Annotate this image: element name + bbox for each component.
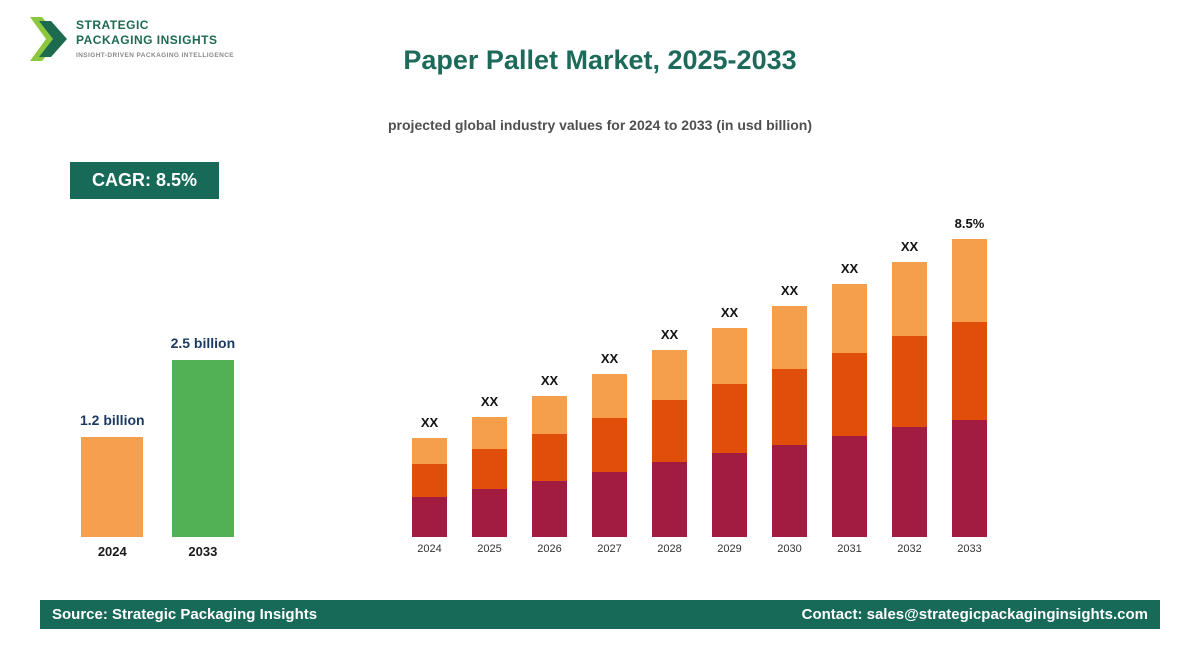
bar-year-label: 2026 <box>537 543 562 555</box>
stacked-bar <box>892 262 927 537</box>
bottom-segment <box>592 472 627 537</box>
bar-value-label: XX <box>600 351 619 366</box>
bar-year-label: 2025 <box>477 543 502 555</box>
stacked-bar <box>712 328 747 537</box>
stacked-bar <box>832 284 867 537</box>
bar-year-label: 2024 <box>417 543 442 555</box>
bar-value-label: XX <box>900 239 919 254</box>
top-segment <box>832 284 867 353</box>
stacked-bar <box>532 396 567 537</box>
stacked-bar <box>412 438 447 537</box>
top-segment <box>892 262 927 336</box>
stacked-bar-column: XX 2024 <box>412 415 447 555</box>
stacked-bar <box>772 306 807 537</box>
stacked-bar-column: XX 2032 <box>892 239 927 555</box>
bar-year-label: 2031 <box>837 543 862 555</box>
stacked-bar-column: XX 2026 <box>532 373 567 555</box>
logo-tagline: INSIGHT-DRIVEN PACKAGING INTELLIGENCE <box>76 52 235 59</box>
bar-value-label: XX <box>420 415 439 430</box>
middle-segment <box>592 418 627 472</box>
stacked-bar-column: XX 2030 <box>772 283 807 555</box>
summary-bar-year-label: 2024 <box>97 544 127 559</box>
bar-value-label: XX <box>720 305 739 320</box>
stacked-bar <box>592 374 627 537</box>
summary-bar-value-label: 1.2 billion <box>80 412 145 428</box>
bottom-segment <box>532 481 567 537</box>
top-segment <box>652 350 687 400</box>
middle-segment <box>652 400 687 462</box>
middle-segment <box>412 464 447 497</box>
summary-bar-column: 2.5 billion 2033 <box>170 335 236 559</box>
top-segment <box>532 396 567 434</box>
bottom-segment <box>772 445 807 537</box>
middle-segment <box>832 353 867 436</box>
summary-bar <box>171 360 234 537</box>
bar-year-label: 2030 <box>777 543 802 555</box>
cagr-badge: CAGR: 8.5% <box>70 162 220 199</box>
bar-year-label: 2033 <box>957 543 982 555</box>
bar-value-label: 8.5% <box>954 216 985 231</box>
top-segment <box>412 438 447 464</box>
stacked-bar-column: XX 2025 <box>472 394 507 555</box>
stacked-bar-column: XX 2027 <box>592 351 627 555</box>
logo-name-line2: PACKAGING INSIGHTS <box>76 33 218 47</box>
top-segment <box>472 417 507 449</box>
bottom-segment <box>712 453 747 537</box>
footer-bar: Source: Strategic Packaging Insights Con… <box>40 600 1160 629</box>
bar-value-label: XX <box>660 327 679 342</box>
logo-chevron-icon <box>30 17 67 61</box>
stacked-bar <box>652 350 687 537</box>
footer-contact: Contact: sales@strategicpackaginginsight… <box>801 606 1148 623</box>
logo-text: STRATEGIC PACKAGING INSIGHTS INSIGHT-DRI… <box>76 14 234 59</box>
bar-value-label: XX <box>540 373 559 388</box>
logo: STRATEGIC PACKAGING INSIGHTS INSIGHT-DRI… <box>30 14 234 64</box>
bottom-segment <box>652 462 687 537</box>
bar-year-label: 2028 <box>657 543 682 555</box>
stacked-bar-column: XX 2031 <box>832 261 867 555</box>
top-segment <box>592 374 627 418</box>
top-segment <box>772 306 807 369</box>
stacked-bar-column: XX 2029 <box>712 305 747 555</box>
bar-year-label: 2027 <box>597 543 622 555</box>
summary-bar-year-label: 2033 <box>188 544 218 559</box>
stacked-bar-chart: XX 2024 XX 2025 XX 2026 XX 2027 XX 2028 XX 2029 XX 20… <box>412 200 987 555</box>
footer-source: Source: Strategic Packaging Insights <box>52 606 318 623</box>
top-segment <box>952 239 987 322</box>
bar-year-label: 2029 <box>717 543 742 555</box>
bar-year-label: 2032 <box>897 543 922 555</box>
bar-value-label: XX <box>840 261 859 276</box>
middle-segment <box>772 369 807 445</box>
bottom-segment <box>472 489 507 537</box>
stacked-bar <box>952 239 987 537</box>
summary-bar <box>81 437 144 537</box>
top-segment <box>712 328 747 384</box>
summary-bar-chart: 1.2 billion 2024 2.5 billion 2033 <box>80 320 236 559</box>
middle-segment <box>532 434 567 481</box>
bottom-segment <box>832 436 867 537</box>
bottom-segment <box>412 497 447 537</box>
page-title: Paper Pallet Market, 2025-2033 <box>403 45 797 75</box>
middle-segment <box>712 384 747 453</box>
summary-bar-value-label: 2.5 billion <box>170 335 236 351</box>
summary-bar-column: 1.2 billion 2024 <box>80 412 145 559</box>
stacked-bar-column: 8.5% 2033 <box>952 216 987 555</box>
stacked-bar-column: XX 2028 <box>652 327 687 555</box>
middle-segment <box>472 449 507 489</box>
stacked-bar <box>472 417 507 537</box>
logo-name-line1: STRATEGIC <box>76 18 149 32</box>
bar-value-label: XX <box>480 394 499 409</box>
bottom-segment <box>952 420 987 537</box>
middle-segment <box>952 322 987 420</box>
middle-segment <box>892 336 927 427</box>
page-subtitle: projected global industry values for 202… <box>388 117 812 133</box>
bottom-segment <box>892 427 927 537</box>
bar-value-label: XX <box>780 283 799 298</box>
